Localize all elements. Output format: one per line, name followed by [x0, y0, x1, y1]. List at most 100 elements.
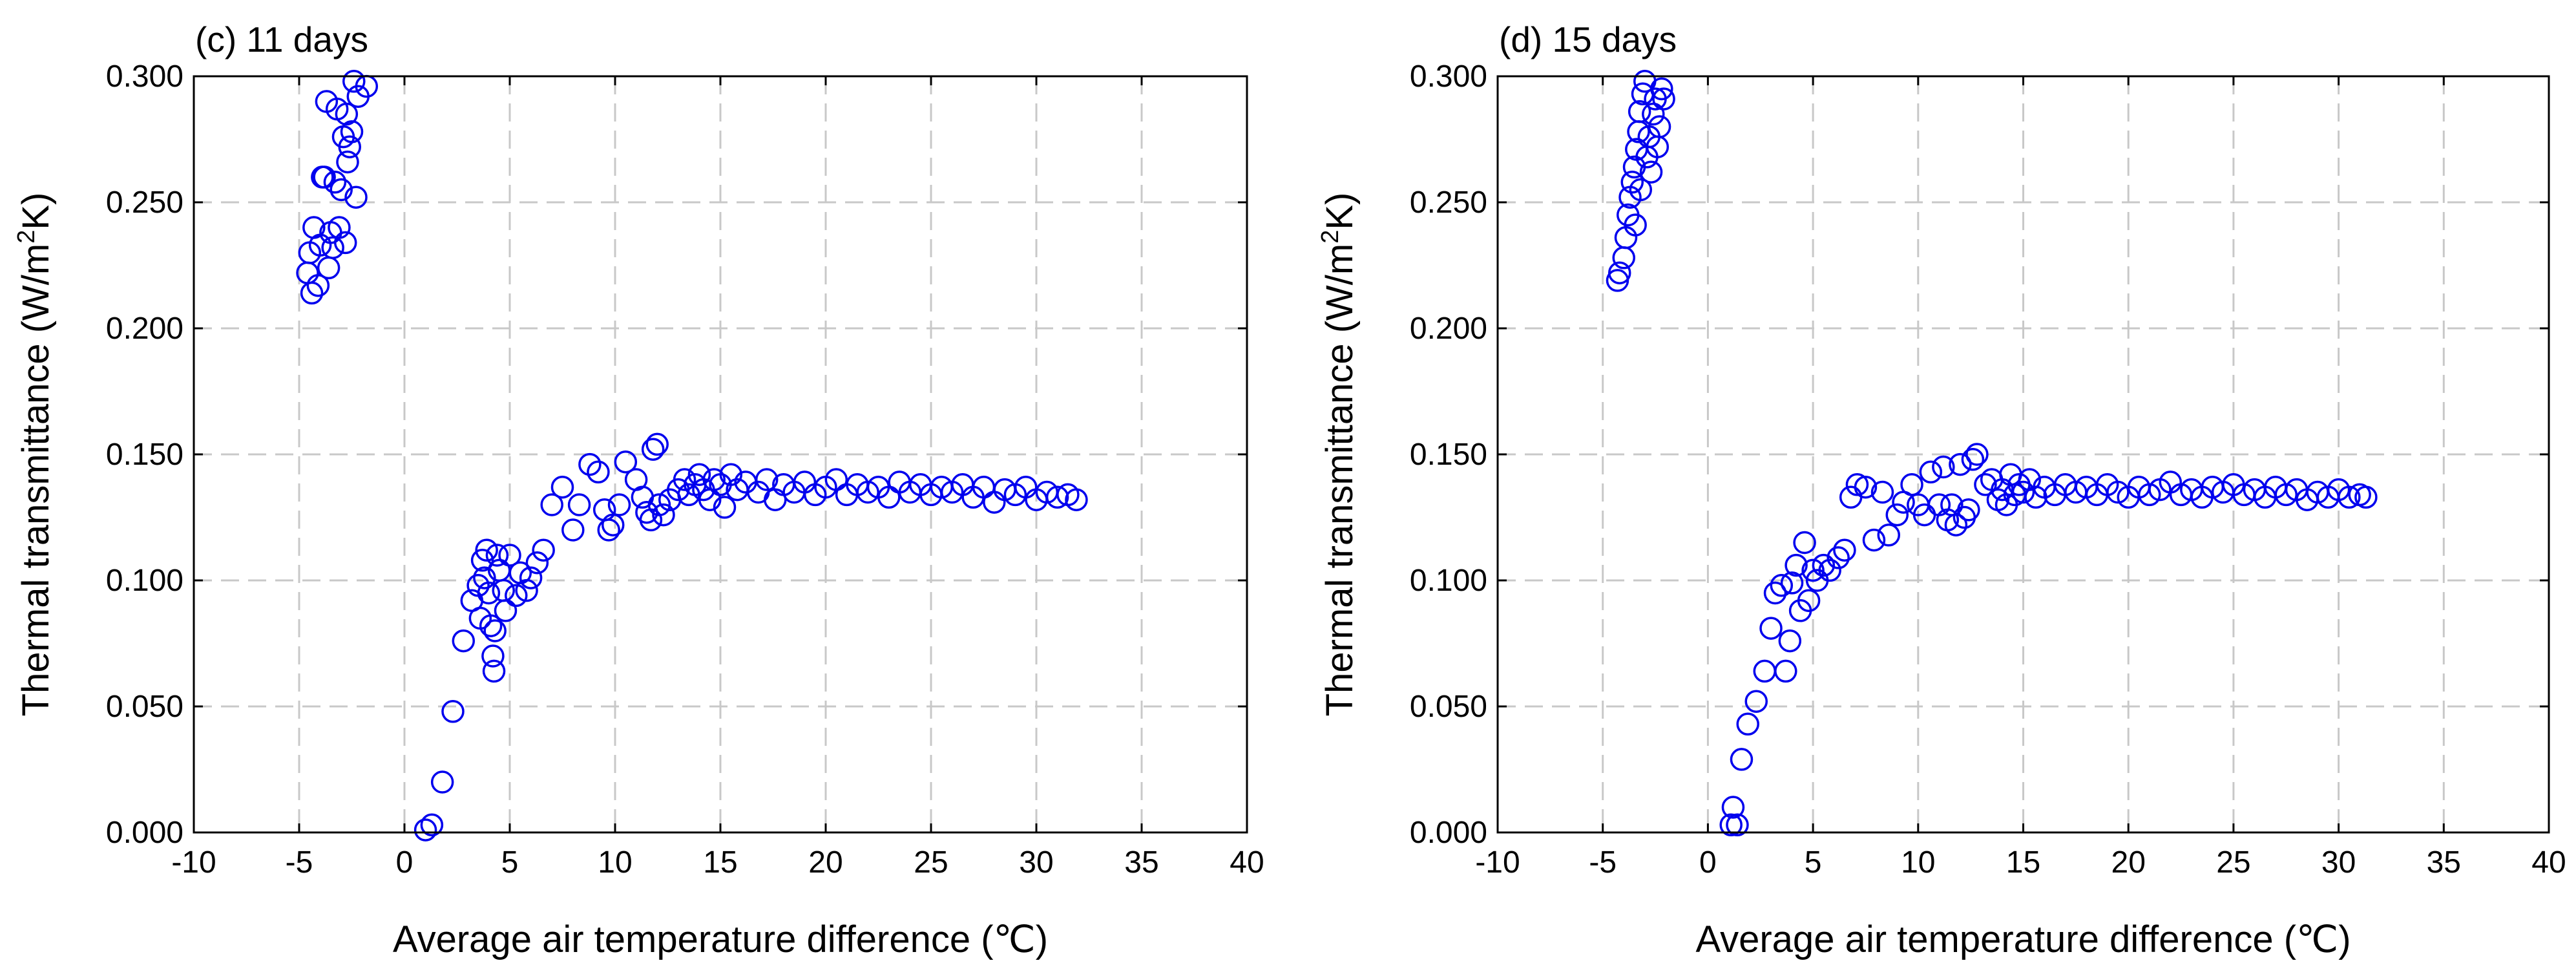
- data-point: [519, 566, 543, 589]
- data-point: [2354, 485, 2378, 509]
- data-point: [505, 584, 528, 608]
- data-point: [1763, 581, 1787, 605]
- x-tick-label: 5: [501, 845, 519, 880]
- data-point: [1927, 493, 1951, 516]
- data-point: [2137, 483, 2161, 507]
- data-point: [335, 102, 359, 126]
- data-point: [647, 493, 671, 516]
- panel-c-11-days: -10 -5 0 5 10 15 20 25 30 35 40 0.000 0.050 0.100 0.15…: [13, 19, 1264, 960]
- x-tick-label: 35: [1124, 845, 1158, 880]
- x-tick-label: 25: [914, 845, 948, 880]
- data-point: [597, 518, 620, 542]
- data-point: [687, 463, 711, 486]
- data-point: [1652, 87, 1675, 111]
- data-point: [1965, 443, 1989, 466]
- data-point: [1797, 589, 1821, 612]
- data-point: [1719, 813, 1743, 837]
- x-tick-label: -5: [1589, 845, 1617, 880]
- data-point: [1877, 524, 1900, 547]
- data-point: [340, 120, 364, 143]
- data-point: [515, 578, 538, 602]
- data-point: [1730, 748, 1754, 771]
- data-point: [645, 432, 669, 456]
- data-point: [614, 450, 638, 474]
- data-point: [877, 485, 901, 509]
- data-point: [420, 813, 444, 837]
- data-point: [414, 818, 437, 842]
- x-tick-label: 20: [2111, 845, 2146, 880]
- data-point: [587, 460, 610, 484]
- data-point: [481, 644, 505, 668]
- data-point: [1812, 553, 1836, 577]
- y-tick-label: 0.100: [106, 564, 183, 598]
- x-tick-label: 15: [703, 845, 737, 880]
- y-tick-label: 0.250: [1410, 185, 1487, 220]
- data-point: [1744, 690, 1768, 713]
- data-point: [856, 480, 879, 504]
- data-point: [983, 491, 1006, 514]
- data-point: [1932, 455, 1955, 479]
- data-point: [338, 135, 361, 158]
- data-point: [1629, 178, 1653, 202]
- data-point: [824, 468, 848, 491]
- data-point: [1818, 558, 1841, 582]
- data-point: [673, 468, 696, 491]
- scatter-points: [296, 70, 1088, 842]
- data-point: [2106, 480, 2130, 504]
- data-point: [1801, 558, 1825, 582]
- data-point: [317, 256, 340, 280]
- data-point: [1607, 261, 1631, 284]
- data-point: [441, 700, 465, 723]
- data-point: [344, 185, 368, 209]
- data-point: [1780, 571, 1804, 595]
- x-tick-label: 15: [2006, 845, 2040, 880]
- data-point: [1900, 473, 1923, 496]
- data-point: [1620, 171, 1644, 194]
- data-point: [1628, 100, 1651, 123]
- grid: [194, 76, 1247, 832]
- data-point: [652, 503, 675, 527]
- x-tick-label: -5: [286, 845, 313, 880]
- x-tick-label: 10: [598, 845, 632, 880]
- data-point: [1648, 115, 1671, 138]
- y-label-part: Thermal transmittance (W/m: [15, 244, 57, 717]
- x-tick-label: 30: [1019, 845, 1053, 880]
- data-point: [1778, 629, 1802, 653]
- data-point: [477, 581, 501, 605]
- grid: [1498, 76, 2549, 832]
- data-point: [1854, 475, 1878, 499]
- data-point: [702, 468, 726, 491]
- data-point: [328, 216, 351, 239]
- data-point: [470, 549, 494, 572]
- data-point: [430, 770, 454, 794]
- data-point: [1870, 480, 1894, 504]
- y-tick-label: 0.000: [106, 816, 183, 850]
- data-point: [1642, 102, 1665, 126]
- data-point: [1726, 813, 1749, 837]
- data-point: [1639, 160, 1663, 184]
- data-point: [1774, 659, 1797, 683]
- data-point: [323, 171, 347, 194]
- y-tick-label: 0.300: [106, 59, 183, 94]
- y-tick-label: 0.300: [1410, 59, 1487, 94]
- data-point: [1957, 498, 1980, 522]
- data-point: [1785, 553, 1808, 577]
- data-point: [1862, 528, 1886, 552]
- data-point: [1845, 473, 1869, 496]
- data-point: [1753, 659, 1777, 683]
- data-point: [525, 551, 549, 575]
- panel-d-15-days: -10 -5 0 5 10 15 20 25 30 35 40 0.000 0.050 0.100 0.15…: [1317, 19, 2566, 960]
- x-tick-label: 40: [1230, 845, 1264, 880]
- x-axis-label: Average air temperature difference (℃): [1695, 918, 2351, 960]
- data-point: [296, 261, 319, 284]
- data-point: [1885, 503, 1909, 527]
- x-tick-label: -10: [1475, 845, 1520, 880]
- y-tick-label: 0.150: [106, 438, 183, 472]
- data-point: [1770, 574, 1794, 597]
- axis-ticks: -10 -5 0 5 10 15 20 25 30 35 40 0.000 0.050 0.100 0.15…: [1410, 59, 2566, 880]
- y-axis-label: Thermal transmittance (W/m2K): [13, 193, 57, 717]
- data-point: [1827, 546, 1850, 569]
- data-point: [567, 493, 591, 516]
- y-label-part: K): [15, 193, 57, 230]
- data-point: [1624, 213, 1647, 237]
